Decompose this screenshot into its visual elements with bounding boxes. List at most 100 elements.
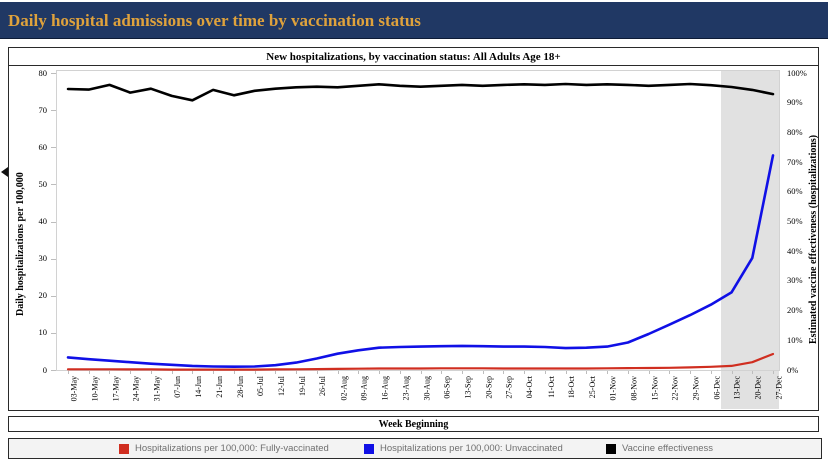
x-tick-label: 22-Nov: [670, 376, 680, 401]
x-tick-label: 28-Jun: [235, 376, 245, 398]
x-tick-label: 17-May: [110, 376, 120, 402]
y-right-tick-label: 100%: [787, 67, 807, 78]
series-line-hospitalizations-per-100-000-unvaccinated: [66, 154, 775, 369]
x-tick-mark: [690, 371, 692, 374]
y-axis-line: [56, 70, 57, 371]
x-tick-mark: [544, 371, 546, 374]
legend-swatch-icon: [119, 443, 129, 454]
chart-title-box: New hospitalizations, by vaccination sta…: [8, 47, 819, 66]
x-tick-label: 07-Jun: [173, 376, 183, 398]
x-tick-mark: [482, 371, 484, 374]
y-right-tick-label: 60%: [787, 186, 803, 197]
x-tick-label: 30-Aug: [422, 376, 431, 401]
x-tick-mark: [275, 371, 277, 374]
page-header: Daily hospital admissions over time by v…: [0, 2, 828, 39]
x-tick-label: 15-Nov: [650, 376, 660, 401]
x-tick-mark: [752, 371, 754, 374]
x-tick-mark: [68, 371, 69, 374]
y-left-tick-label: 80: [38, 67, 48, 78]
y-left-tick-mark: [51, 370, 56, 371]
y-left-tick-mark: [51, 295, 56, 297]
legend-item[interactable]: Vaccine effectiveness: [606, 439, 713, 458]
x-tick-label: 24-May: [131, 376, 141, 402]
x-tick-label: 08-Nov: [629, 376, 639, 401]
y-left-tick-mark: [51, 110, 56, 112]
x-tick-label: 09-Aug: [359, 376, 369, 401]
x-tick-label: 04-Oct: [525, 376, 535, 399]
y-right-tick-label: 90%: [787, 97, 803, 108]
y-left-tick-mark: [51, 258, 56, 260]
x-tick-label: 14-Jun: [193, 376, 203, 398]
x-tick-label: 27-Dec: [774, 376, 784, 400]
y-left-tick-label: 0: [42, 364, 47, 375]
y-left-tick-label: 20: [38, 290, 48, 301]
y-axis-left-title: Daily hospitalizations per 100,000: [15, 172, 26, 316]
y-left-tick-label: 30: [38, 253, 48, 264]
x-tick-mark: [130, 371, 132, 374]
legend-item[interactable]: Hospitalizations per 100,000: Fully-vacc…: [119, 439, 329, 458]
x-tick-label: 27-Sep: [504, 376, 514, 399]
legend-swatch-icon: [606, 443, 616, 454]
x-tick-label: 23-Aug: [401, 376, 411, 401]
highlight-band: [721, 70, 779, 409]
x-tick-mark: [669, 371, 671, 374]
y-axis-right-title: Estimated vaccine effectiveness (hospita…: [808, 134, 819, 344]
y-left-tick-mark: [51, 147, 56, 149]
x-tick-mark: [441, 371, 443, 374]
y-right-tick-label: 30%: [787, 275, 803, 286]
legend-item[interactable]: Hospitalizations per 100,000: Unvaccinat…: [364, 439, 563, 458]
y-left-tick-mark: [51, 184, 56, 186]
x-tick-label: 05-Jul: [256, 376, 266, 396]
collapse-panel-arrow-icon[interactable]: [1, 167, 8, 177]
x-tick-mark: [607, 371, 609, 374]
y-left-tick-label: 60: [38, 141, 48, 152]
x-axis-title-box: Week Beginning: [8, 416, 819, 432]
y-right-tick-label: 70%: [787, 156, 803, 167]
x-tick-mark: [420, 371, 422, 374]
legend-label: Hospitalizations per 100,000: Fully-vacc…: [135, 443, 329, 454]
x-tick-mark: [233, 371, 235, 374]
x-tick-label: 12-Jul: [276, 376, 286, 396]
x-tick-mark: [524, 371, 526, 374]
x-tick-label: 01-Nov: [608, 376, 618, 401]
y-left-tick-mark: [51, 332, 56, 334]
y-right-tick-label: 0%: [787, 364, 799, 375]
series-lines-canvas: [66, 82, 775, 371]
x-tick-label: 19-Jul: [297, 376, 307, 396]
x-tick-mark: [586, 371, 588, 374]
x-tick-mark: [773, 371, 774, 374]
x-tick-mark: [627, 371, 629, 374]
legend-swatch-icon: [364, 443, 374, 454]
y-left-tick-label: 50: [38, 178, 48, 189]
x-tick-mark: [316, 371, 318, 374]
x-tick-label: 13-Sep: [463, 376, 473, 399]
x-tick-label: 25-Oct: [587, 376, 597, 399]
x-tick-mark: [710, 371, 712, 374]
x-axis-line: [56, 370, 780, 371]
x-tick-mark: [461, 371, 463, 374]
x-tick-mark: [296, 371, 298, 374]
y-left-tick-label: 10: [38, 327, 48, 338]
x-tick-mark: [379, 371, 381, 374]
y-left-tick-label: 70: [38, 104, 48, 115]
x-tick-mark: [109, 371, 111, 374]
x-tick-mark: [648, 371, 650, 374]
x-tick-label: 20-Dec: [753, 376, 763, 400]
page-title: Daily hospital admissions over time by v…: [8, 11, 421, 30]
x-tick-mark: [337, 371, 339, 374]
x-tick-mark: [358, 371, 360, 374]
y-right-tick-label: 80%: [787, 126, 803, 137]
x-tick-label: 06-Dec: [712, 376, 722, 400]
chart-legend: Hospitalizations per 100,000: Fully-vacc…: [8, 438, 822, 459]
x-tick-label: 11-Oct: [546, 376, 556, 398]
x-tick-mark: [192, 371, 194, 374]
y-right-tick-label: 20%: [787, 305, 803, 316]
y-left-tick-mark: [51, 73, 56, 74]
x-tick-label: 21-Jun: [214, 376, 224, 398]
x-tick-label: 31-May: [152, 376, 162, 402]
x-tick-mark: [150, 371, 152, 374]
x-tick-mark: [399, 371, 401, 374]
series-line-hospitalizations-per-100-000-fully-vaccinated: [66, 352, 775, 371]
x-tick-mark: [213, 371, 215, 374]
